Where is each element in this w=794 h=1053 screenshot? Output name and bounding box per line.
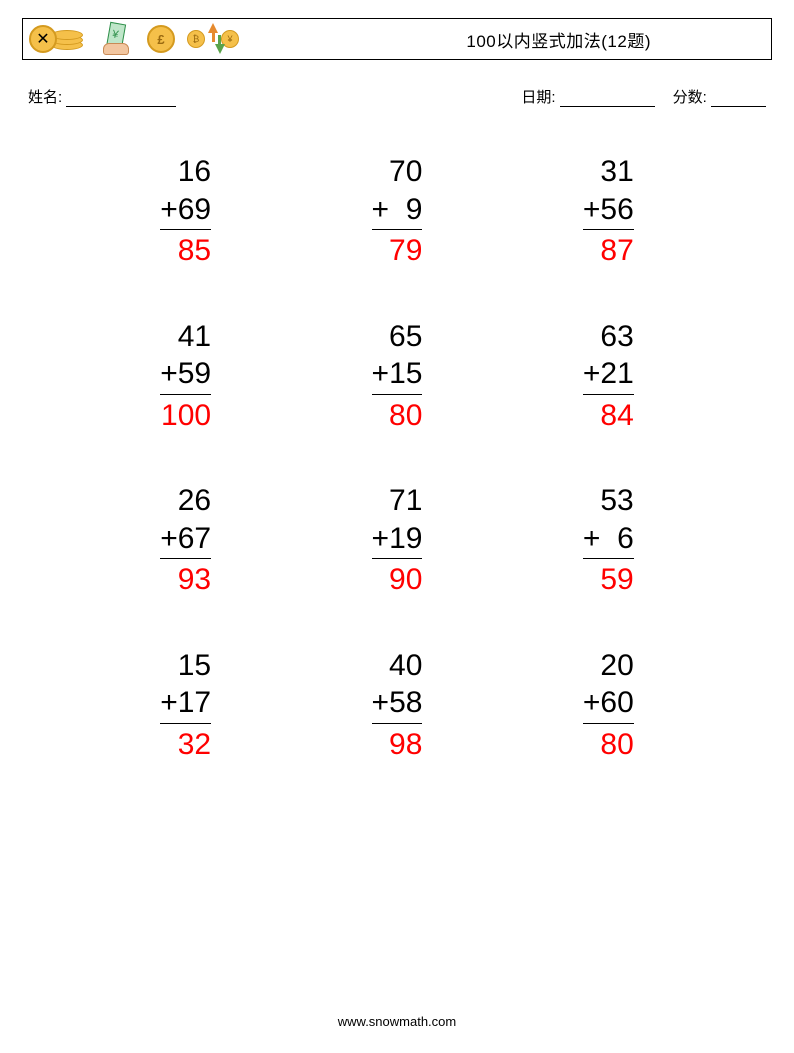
- problem: 16+69 85: [100, 153, 271, 270]
- problems-grid: 16+69 85 70+ 9 79 31+56 87 41+59100 65+1…: [22, 153, 772, 763]
- ripple-coins-icon: ✕: [29, 24, 87, 54]
- top-number: 20: [583, 647, 634, 685]
- answer: 90: [372, 559, 423, 599]
- problem: 26+67 93: [100, 482, 271, 599]
- addend-row: +17: [160, 684, 211, 724]
- problem: 71+19 90: [311, 482, 482, 599]
- date-blank[interactable]: [560, 93, 655, 107]
- top-number: 15: [160, 647, 211, 685]
- problem: 53+ 6 59: [523, 482, 694, 599]
- problem: 15+17 32: [100, 647, 271, 764]
- top-number: 31: [583, 153, 634, 191]
- addend-row: +67: [160, 520, 211, 560]
- date-label: 日期:: [521, 89, 555, 106]
- currency-swap-icon: ₿ ¥: [187, 23, 241, 55]
- addend-row: +15: [372, 355, 423, 395]
- answer: 100: [160, 395, 211, 435]
- header-box: ✕ £ ₿ ¥ 1: [22, 18, 772, 60]
- vertical-addition: 53+ 6 59: [583, 482, 634, 599]
- problem: 31+56 87: [523, 153, 694, 270]
- answer: 93: [160, 559, 211, 599]
- vertical-addition: 70+ 9 79: [372, 153, 423, 270]
- vertical-addition: 71+19 90: [372, 482, 423, 599]
- answer: 59: [583, 559, 634, 599]
- addend-row: +56: [583, 191, 634, 231]
- answer: 85: [160, 230, 211, 270]
- info-row: 姓名: 日期: 分数:: [28, 86, 766, 107]
- answer: 80: [372, 395, 423, 435]
- problem: 63+21 84: [523, 318, 694, 435]
- worksheet-title: 100以内竖式加法(12题): [466, 27, 761, 52]
- top-number: 65: [372, 318, 423, 356]
- top-number: 63: [583, 318, 634, 356]
- vertical-addition: 65+15 80: [372, 318, 423, 435]
- answer: 84: [583, 395, 634, 435]
- ripple-symbol: ✕: [36, 29, 49, 49]
- vertical-addition: 31+56 87: [583, 153, 634, 270]
- addend-row: +19: [372, 520, 423, 560]
- addend-row: + 9: [372, 191, 423, 231]
- problem: 20+60 80: [523, 647, 694, 764]
- addend-row: +59: [160, 355, 211, 395]
- score-label: 分数:: [673, 89, 707, 106]
- name-field: 姓名:: [28, 86, 176, 107]
- vertical-addition: 63+21 84: [583, 318, 634, 435]
- footer-url: www.snowmath.com: [0, 1014, 794, 1029]
- answer: 80: [583, 724, 634, 764]
- vertical-addition: 20+60 80: [583, 647, 634, 764]
- addend-row: +60: [583, 684, 634, 724]
- name-label: 姓名:: [28, 89, 62, 106]
- answer: 79: [372, 230, 423, 270]
- vertical-addition: 16+69 85: [160, 153, 211, 270]
- vertical-addition: 26+67 93: [160, 482, 211, 599]
- problem: 41+59100: [100, 318, 271, 435]
- top-number: 53: [583, 482, 634, 520]
- addend-row: +69: [160, 191, 211, 231]
- top-number: 71: [372, 482, 423, 520]
- top-number: 41: [160, 318, 211, 356]
- problem: 70+ 9 79: [311, 153, 482, 270]
- answer: 98: [372, 724, 423, 764]
- answer: 87: [583, 230, 634, 270]
- header-icons: ✕ £ ₿ ¥: [29, 23, 241, 55]
- vertical-addition: 40+58 98: [372, 647, 423, 764]
- cash-in-hand-icon: [99, 23, 135, 55]
- vertical-addition: 41+59100: [160, 318, 211, 435]
- name-blank[interactable]: [66, 93, 176, 107]
- score-blank[interactable]: [711, 93, 766, 107]
- worksheet-page: ✕ £ ₿ ¥ 1: [0, 0, 794, 763]
- answer: 32: [160, 724, 211, 764]
- top-number: 16: [160, 153, 211, 191]
- top-number: 26: [160, 482, 211, 520]
- addend-row: +21: [583, 355, 634, 395]
- addend-row: +58: [372, 684, 423, 724]
- problem: 40+58 98: [311, 647, 482, 764]
- vertical-addition: 15+17 32: [160, 647, 211, 764]
- pound-coin-icon: £: [147, 25, 175, 53]
- addend-row: + 6: [583, 520, 634, 560]
- problem: 65+15 80: [311, 318, 482, 435]
- date-field: 日期:: [521, 86, 654, 107]
- score-field: 分数:: [673, 86, 766, 107]
- top-number: 70: [372, 153, 423, 191]
- top-number: 40: [372, 647, 423, 685]
- pound-symbol: £: [157, 32, 164, 47]
